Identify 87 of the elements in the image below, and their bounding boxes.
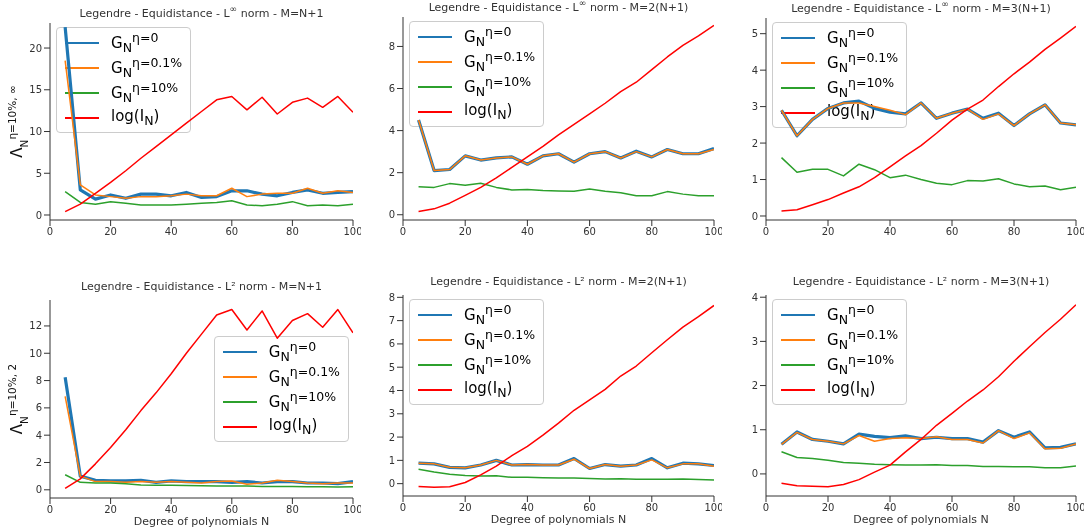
y-tick-label: 2 (751, 380, 758, 392)
x-tick-label: 40 (164, 226, 178, 238)
legend-label: log(I$_{N}$) (464, 379, 513, 400)
y-tick-label: 0 (751, 210, 758, 222)
y-tick-label: 8 (35, 375, 42, 387)
x-tick-label: 0 (399, 502, 407, 514)
y-tick-label: 6 (388, 83, 395, 95)
y-tick-label: 8 (388, 41, 395, 52)
x-tick-label: 0 (762, 226, 770, 238)
x-tick-label: 0 (46, 504, 54, 516)
x-tick-label: 80 (286, 504, 299, 516)
x-tick-label: 100 (343, 226, 363, 238)
x-tick-label: 20 (458, 226, 472, 238)
x-tick-label: 40 (164, 504, 178, 516)
y-tick-label: 4 (751, 64, 758, 76)
x-tick-label: 100 (704, 502, 724, 514)
x-tick-label: 80 (645, 226, 659, 238)
x-tick-label: 80 (645, 502, 659, 514)
x-tick-label: 40 (883, 502, 897, 514)
chart-title: Legendre - Equidistance - L$^{∞}$ norm - M=2(N+1) (428, 0, 689, 14)
legend-label: log(I$_{N}$) (268, 416, 318, 437)
x-tick-label: 20 (821, 502, 835, 514)
x-tick-label: 20 (458, 502, 472, 514)
x-tick-label: 40 (521, 502, 534, 514)
x-axis-title: Degree of polynomials N (853, 513, 989, 526)
x-tick-label: 100 (1066, 502, 1085, 514)
legend-label: log(I$_{N}$) (464, 101, 513, 122)
chart-title: Legendre - Equidistance - L² norm - M=3(N+1) (792, 275, 1050, 288)
x-tick-label: 0 (46, 226, 54, 238)
chart-title: Legendre - Equidistance - L² norm - M=2(N+1) (430, 275, 687, 288)
y-tick-label: 0 (388, 478, 395, 490)
x-tick-label: 80 (1007, 226, 1021, 238)
y-tick-label: 10 (29, 347, 42, 359)
y-tick-label: 15 (29, 84, 42, 96)
y-tick-label: 3 (751, 335, 758, 347)
x-tick-label: 40 (883, 226, 897, 238)
y-tick-label: 8 (388, 291, 395, 303)
x-tick-label: 60 (225, 226, 239, 238)
y-tick-label: 0 (35, 484, 42, 496)
chart-title: Legendre - Equidistance - L$^{∞}$ norm - M=N+1 (79, 3, 324, 20)
y-tick-label: 0 (751, 468, 758, 480)
y-tick-label: 3 (388, 408, 395, 420)
y-tick-label: 1 (388, 454, 395, 466)
y-tick-label: 2 (388, 167, 395, 179)
y-tick-label: 5 (35, 167, 42, 179)
y-tick-label: 4 (751, 291, 758, 303)
x-tick-label: 60 (583, 226, 596, 238)
y-tick-label: 5 (751, 28, 758, 40)
x-tick-label: 20 (821, 226, 835, 238)
chart-title: Legendre - Equidistance - L$^{∞}$ norm - M=3(N+1) (791, 0, 1051, 15)
x-axis-title: Degree of polynomials N (133, 515, 270, 528)
y-tick-label: 0 (388, 209, 395, 221)
x-tick-label: 100 (1066, 226, 1085, 238)
y-tick-label: 1 (751, 424, 758, 436)
y-tick-label: 7 (388, 315, 395, 327)
x-tick-label: 60 (225, 504, 239, 516)
y-tick-label: 2 (35, 457, 42, 469)
x-tick-label: 100 (704, 226, 724, 238)
x-tick-label: 20 (104, 504, 117, 516)
chart-title: Legendre - Equidistance - L² norm - M=N+1 (81, 280, 322, 293)
legend-label: log(I$_{N}$) (827, 379, 876, 400)
x-tick-label: 60 (945, 502, 959, 514)
y-tick-label: 4 (388, 385, 395, 397)
x-tick-label: 20 (104, 226, 117, 238)
x-tick-label: 0 (399, 226, 407, 238)
y-tick-label: 4 (35, 429, 42, 441)
y-tick-label: 0 (35, 209, 42, 221)
y-tick-label: 3 (751, 101, 758, 113)
y-tick-label: 2 (388, 431, 395, 443)
y-tick-label: 6 (35, 402, 42, 414)
y-tick-label: 6 (388, 338, 395, 350)
x-tick-label: 40 (521, 226, 534, 238)
y-tick-label: 2 (751, 137, 758, 149)
legend-label: log(I$_{N}$) (111, 107, 160, 128)
y-tick-label: 10 (29, 126, 42, 138)
x-tick-label: 80 (286, 226, 299, 238)
x-tick-label: 60 (583, 502, 596, 514)
y-tick-label: 5 (388, 361, 395, 373)
y-tick-label: 20 (29, 42, 42, 54)
y-tick-label: 12 (29, 320, 42, 332)
x-tick-label: 80 (1007, 502, 1021, 514)
x-axis-title: Degree of polynomials N (490, 513, 627, 526)
x-tick-label: 0 (762, 502, 770, 514)
x-tick-label: 100 (343, 504, 363, 516)
y-tick-label: 4 (388, 125, 395, 137)
y-tick-label: 1 (751, 174, 758, 186)
x-tick-label: 60 (945, 226, 959, 238)
